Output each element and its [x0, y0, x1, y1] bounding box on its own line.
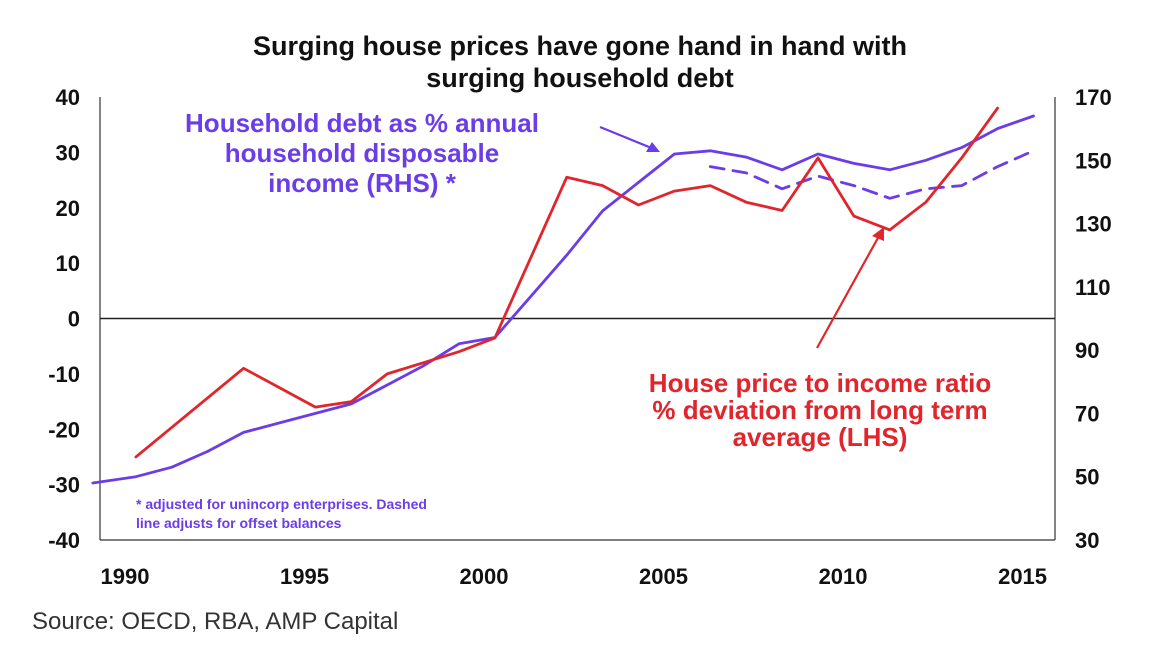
debt-label-line: household disposable: [225, 138, 499, 168]
right-tick-label: 150: [1075, 148, 1112, 173]
x-tick-label: 2015: [998, 564, 1047, 589]
price-label-line: average (LHS): [733, 422, 908, 452]
x-tick-label: 1995: [280, 564, 329, 589]
chart-title-line-2: surging household debt: [426, 63, 734, 93]
right-tick-label: 90: [1075, 338, 1099, 363]
chart-title-line-1: Surging house prices have gone hand in h…: [252, 31, 908, 61]
footnote-line: * adjusted for unincorp enterprises. Das…: [136, 496, 427, 512]
left-tick-label: 0: [68, 307, 80, 332]
price-arrow-head: [872, 227, 884, 241]
left-tick-label: 20: [56, 196, 80, 221]
right-axis: 170 150 130 110 90 70 50 30: [1075, 85, 1112, 553]
price-arrow-line: [816, 235, 880, 349]
price-label-line: % deviation from long term: [652, 395, 987, 425]
x-tick-label: 2000: [460, 564, 509, 589]
debt-label-line: Household debt as % annual: [185, 108, 539, 138]
right-tick-label: 130: [1075, 212, 1112, 237]
debt-arrow-head: [646, 142, 660, 152]
left-tick-label: -20: [48, 417, 80, 442]
series-layer: [91, 106, 1035, 485]
chart-title: Surging house prices have gone hand in h…: [0, 30, 1160, 94]
right-tick-label: 70: [1075, 401, 1099, 426]
left-tick-label: 10: [56, 251, 80, 276]
right-tick-label: 170: [1075, 85, 1112, 110]
debt-arrow-line: [599, 125, 655, 151]
right-tick-label: 50: [1075, 465, 1099, 490]
left-tick-label: 40: [56, 85, 80, 110]
series-line-house-price: [134, 106, 999, 459]
series-line-debt: [91, 114, 1035, 485]
left-tick-label: -10: [48, 362, 80, 387]
x-tick-label: 2005: [639, 564, 688, 589]
x-axis: 1990 1995 2000 2005 2010 2015: [101, 564, 1048, 589]
right-tick-label: 30: [1075, 528, 1099, 553]
debt-label-line: income (RHS) *: [268, 168, 457, 198]
right-tick-label: 110: [1075, 275, 1111, 300]
left-tick-label: -30: [48, 473, 80, 498]
footnote-line: line adjusts for offset balances: [136, 515, 342, 531]
plot-frame: [99, 97, 1056, 541]
source-note: Source: OECD, RBA, AMP Capital: [32, 608, 399, 635]
left-tick-label: 30: [56, 140, 80, 165]
x-tick-label: 2010: [819, 564, 868, 589]
price-label-line: House price to income ratio: [649, 368, 991, 398]
left-axis: 40 30 20 10 0 -10 -20 -30 -40: [48, 85, 80, 553]
x-tick-label: 1990: [101, 564, 150, 589]
left-tick-label: -40: [48, 528, 80, 553]
series-line-debt-adjusted: [708, 149, 1035, 200]
